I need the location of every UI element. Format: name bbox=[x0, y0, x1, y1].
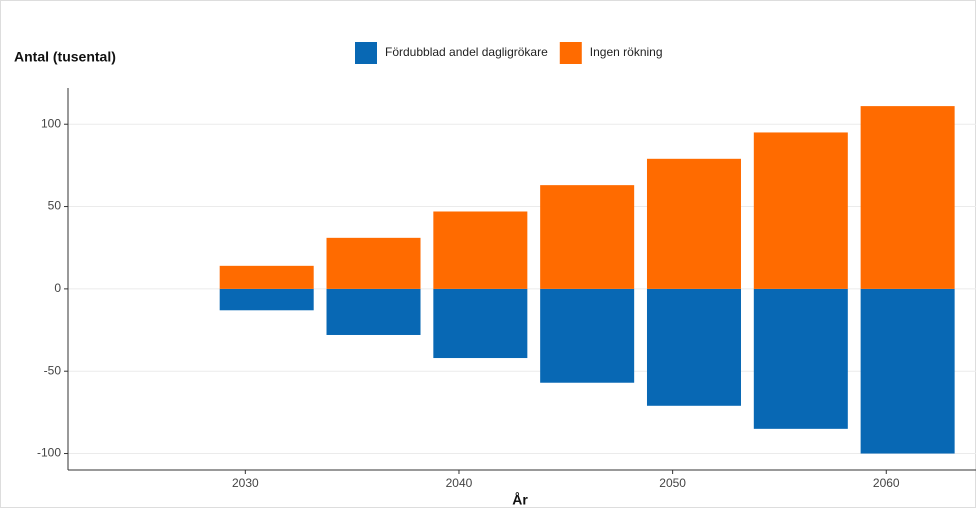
legend: Fördubblad andel dagligrökare Ingen rökni… bbox=[355, 42, 663, 64]
legend-swatch bbox=[559, 42, 582, 64]
bar bbox=[860, 106, 955, 289]
x-tick-label: 2030 bbox=[232, 476, 259, 490]
bar bbox=[219, 288, 314, 311]
bar bbox=[860, 288, 955, 454]
legend-label: Fördubblad andel dagligrökare bbox=[385, 45, 548, 59]
bar bbox=[540, 185, 635, 289]
bar bbox=[326, 288, 421, 335]
y-tick-label: 100 bbox=[41, 116, 61, 130]
x-axis-title: År bbox=[512, 492, 528, 508]
x-tick-label: 2040 bbox=[446, 476, 473, 490]
bar bbox=[753, 288, 848, 429]
bar bbox=[219, 265, 314, 289]
bar bbox=[433, 288, 528, 359]
bar bbox=[646, 158, 741, 289]
bar bbox=[433, 211, 528, 289]
bar bbox=[753, 132, 848, 289]
legend-label: Ingen rökning bbox=[590, 45, 663, 59]
legend-swatch bbox=[355, 42, 377, 64]
bar bbox=[326, 237, 421, 289]
x-tick-label: 2060 bbox=[873, 476, 900, 490]
y-tick-label: 50 bbox=[48, 199, 62, 213]
y-tick-label: -100 bbox=[37, 446, 61, 460]
y-axis-title: Antal (tusental) bbox=[14, 49, 116, 65]
bar bbox=[540, 288, 635, 383]
y-tick-label: 0 bbox=[54, 281, 61, 295]
x-tick-label: 2050 bbox=[659, 476, 686, 490]
bar bbox=[646, 288, 741, 406]
y-tick-label: -50 bbox=[44, 363, 62, 377]
